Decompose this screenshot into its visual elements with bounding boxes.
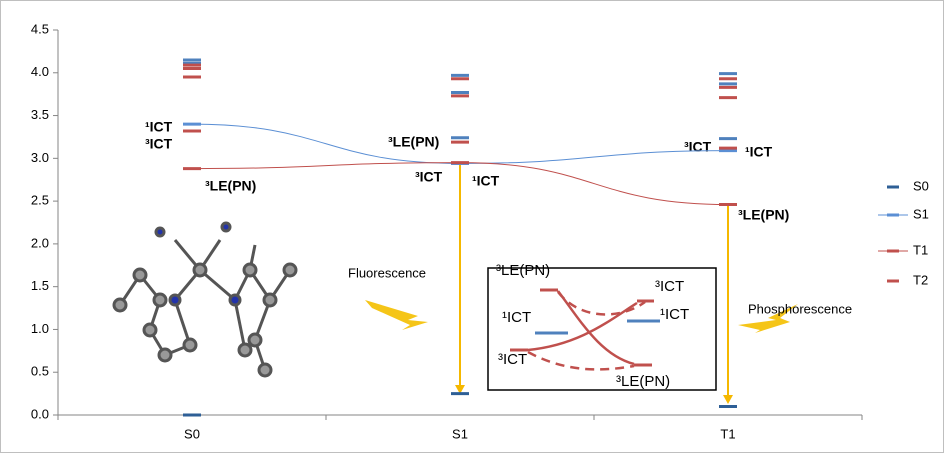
- inset-label: ³LE(PN): [616, 373, 670, 390]
- inset-label: ³ICT: [655, 278, 684, 295]
- chart-frame: [1, 1, 944, 453]
- y-tick-label: 2.5: [31, 193, 49, 208]
- legend-label: T2: [913, 272, 928, 287]
- annotation: Phosphorescence: [748, 301, 852, 316]
- x-tick-label: S1: [452, 426, 468, 441]
- annotation: ³LE(PN): [205, 178, 256, 194]
- inset-label: ³ICT: [498, 351, 527, 368]
- annotation: ¹ICT: [745, 144, 773, 160]
- annotation: ¹ICT: [145, 119, 173, 135]
- annotation: Fluorescence: [348, 265, 426, 280]
- y-tick-label: 4.5: [31, 21, 49, 36]
- y-tick-label: 4.0: [31, 64, 49, 79]
- legend-label: T1: [913, 242, 928, 257]
- y-tick-label: 3.0: [31, 150, 49, 165]
- annotation: ³LE(PN): [738, 207, 789, 223]
- y-tick-label: 1.0: [31, 321, 49, 336]
- y-tick-label: 0.0: [31, 406, 49, 421]
- y-tick-label: 0.5: [31, 364, 49, 379]
- annotation: ³LE(PN): [388, 134, 439, 150]
- inset-label: ³LE(PN): [496, 262, 550, 279]
- annotation: ¹ICT: [472, 173, 500, 189]
- y-tick-label: 1.5: [31, 278, 49, 293]
- inset-label: ¹ICT: [660, 306, 689, 323]
- annotation: ³ICT: [145, 136, 173, 152]
- annotation: ³ICT: [684, 139, 712, 155]
- legend-label: S1: [913, 206, 929, 221]
- y-tick-label: 3.5: [31, 107, 49, 122]
- legend-label: S0: [913, 178, 929, 193]
- annotation: ³ICT: [415, 169, 443, 185]
- inset-label: ¹ICT: [502, 309, 531, 326]
- x-tick-label: T1: [720, 426, 735, 441]
- x-tick-label: S0: [184, 426, 200, 441]
- y-tick-label: 2.0: [31, 235, 49, 250]
- chart: ¹ICT ³ICT ³LE(PN) ³LE(PN) ³ICT ¹ICT ³ICT…: [0, 0, 944, 453]
